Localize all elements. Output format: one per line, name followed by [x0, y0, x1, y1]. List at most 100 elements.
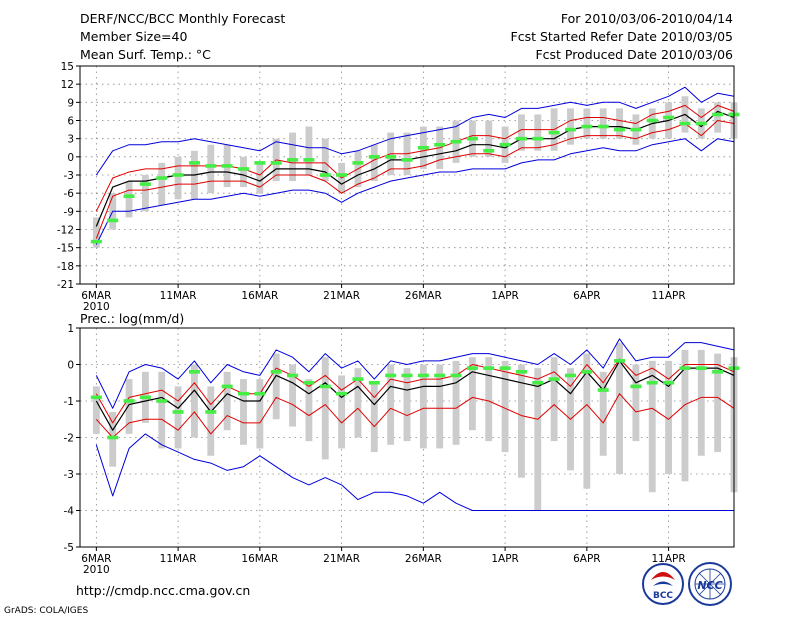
spread-box — [468, 357, 476, 431]
envelope-min-line — [95, 138, 735, 245]
spread-box — [92, 386, 100, 434]
observation-marker — [515, 136, 527, 141]
y-tick-label: -18 — [57, 261, 74, 273]
observation-marker — [581, 124, 593, 129]
observation-marker — [597, 388, 609, 392]
started-date-label: Fcst Started Refer Date 2010/03/05 — [511, 29, 734, 44]
observation-marker — [238, 167, 249, 171]
x-tick-label: 26MAR — [405, 290, 442, 302]
spread-box — [518, 114, 525, 151]
y-tick-label: -12 — [57, 225, 74, 237]
x-tick-label: 11MAR — [160, 553, 197, 565]
x-tick-year-label: 2010 — [83, 301, 110, 313]
observation-marker — [385, 373, 397, 378]
spread-box — [174, 386, 182, 449]
observation-marker — [139, 182, 151, 186]
observation-marker — [303, 158, 315, 162]
observation-marker — [695, 366, 707, 370]
spread-box — [207, 386, 215, 456]
spread-box — [648, 360, 656, 493]
observation-marker — [205, 410, 217, 414]
x-tick-label: 11APR — [652, 553, 686, 565]
observation-marker — [254, 161, 266, 165]
spread-box — [403, 368, 411, 442]
observation-marker — [401, 158, 413, 162]
x-tick-label: 11APR — [652, 290, 686, 302]
spread-box — [534, 114, 542, 151]
x-tick-label: 21MAR — [323, 553, 360, 565]
spread-box — [583, 353, 591, 489]
spread-box — [485, 120, 493, 157]
y-tick-label: -6 — [64, 188, 75, 200]
observation-marker — [581, 370, 593, 374]
observation-marker — [221, 164, 233, 168]
observation-marker — [254, 391, 266, 396]
observation-marker — [679, 366, 691, 370]
spread-box — [419, 364, 427, 449]
x-tick-label: 6MAR — [81, 553, 111, 565]
y-tick-label: 15 — [61, 61, 74, 73]
ncc-logo: NCC — [688, 562, 732, 606]
observation-marker — [565, 373, 576, 378]
observation-marker — [614, 127, 626, 132]
observation-marker — [712, 370, 724, 374]
observation-marker — [499, 366, 511, 370]
envelope-max-line — [95, 338, 735, 409]
y-tick-label: 1 — [67, 323, 74, 335]
spread-box — [305, 126, 313, 175]
observation-marker — [597, 124, 609, 129]
y-tick-label: -4 — [64, 506, 75, 518]
observation-marker — [107, 218, 119, 223]
y-tick-label: -2 — [64, 433, 74, 445]
observation-marker — [270, 161, 282, 165]
x-tick-label: 1APR — [491, 290, 519, 302]
spread-box — [370, 382, 378, 453]
bcc-logo-text: BCC — [653, 591, 673, 601]
x-tick-label: 6MAR — [81, 290, 111, 302]
spread-box — [485, 357, 493, 442]
observation-marker — [630, 127, 642, 132]
ncc-logo-text: NCC — [697, 579, 722, 592]
observation-marker — [532, 380, 544, 385]
envelope-max-line — [95, 86, 735, 176]
observation-marker — [270, 370, 282, 374]
observation-marker — [565, 127, 576, 132]
spread-box — [616, 342, 623, 474]
bcc-logo: BCC — [642, 563, 684, 605]
y-tick-label: 0 — [67, 360, 74, 372]
spread-box — [207, 144, 215, 194]
ensemble-mean-line — [95, 360, 735, 431]
y-tick-label: -3 — [64, 170, 74, 182]
spread-box — [714, 102, 722, 133]
observation-marker — [646, 118, 658, 123]
spread-box — [289, 364, 296, 427]
observation-marker — [156, 176, 168, 180]
member-size-label: Member Size=40 — [80, 29, 187, 44]
y-tick-label: -21 — [57, 279, 74, 291]
y-tick-label: 0 — [67, 152, 74, 164]
spread-box — [681, 349, 689, 482]
x-tick-label: 26MAR — [405, 553, 442, 565]
observation-marker — [205, 164, 217, 168]
spread-box — [158, 371, 166, 449]
observation-marker — [548, 377, 560, 381]
x-tick-year-label: 2010 — [83, 564, 110, 576]
x-tick-label: 16MAR — [241, 553, 278, 565]
observation-marker — [172, 173, 184, 177]
spread-box — [158, 162, 166, 206]
spread-box — [599, 371, 607, 456]
observation-marker — [548, 130, 560, 135]
spread-box — [321, 138, 329, 182]
x-tick-label: 6APR — [573, 553, 601, 565]
y-tick-label: -1 — [64, 396, 74, 408]
observation-marker — [172, 410, 184, 414]
spread-box — [272, 353, 280, 420]
observation-marker — [139, 395, 151, 400]
observation-marker — [123, 399, 135, 403]
observation-marker — [466, 366, 478, 370]
observation-marker — [614, 359, 626, 363]
spread-box — [599, 108, 607, 139]
y-tick-label: -5 — [64, 542, 74, 554]
